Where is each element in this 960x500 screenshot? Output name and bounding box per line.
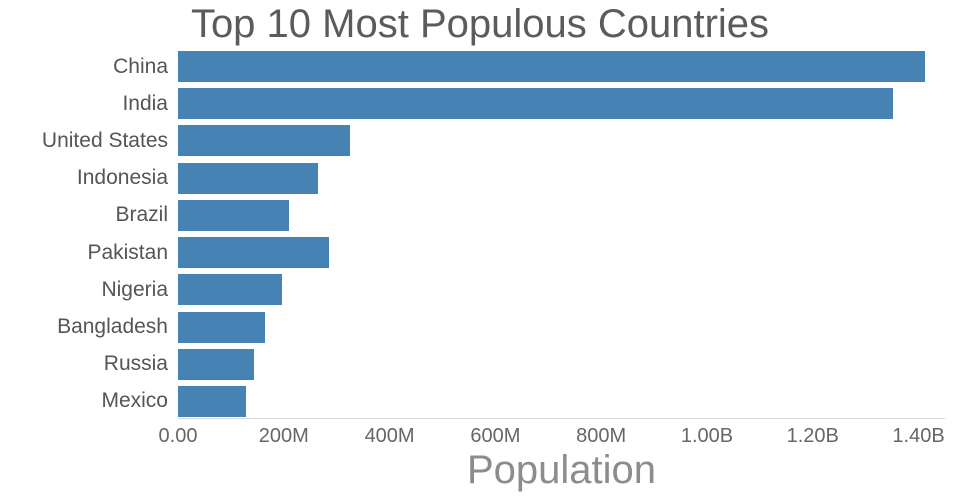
bar-row: Russia bbox=[0, 348, 945, 381]
bar-row: India bbox=[0, 87, 945, 120]
bar-track bbox=[178, 88, 945, 120]
x-tick-label: 800M bbox=[576, 425, 627, 447]
x-tick-label: 200M bbox=[258, 425, 309, 447]
category-label: Pakistan bbox=[87, 240, 168, 264]
bar bbox=[178, 311, 266, 343]
bar bbox=[178, 385, 246, 417]
x-tick-label: 400M bbox=[364, 425, 415, 447]
bar-row: Brazil bbox=[0, 199, 945, 232]
x-axis-title: Population bbox=[466, 448, 657, 492]
bar-track bbox=[178, 237, 945, 269]
category-label: China bbox=[113, 54, 168, 78]
category-label: Brazil bbox=[115, 203, 168, 227]
bar-track bbox=[178, 199, 945, 231]
bar-row: Mexico bbox=[0, 385, 945, 418]
category-label: Mexico bbox=[101, 389, 168, 413]
bar-rows-container: China India United States Indonesia Brazil Pa… bbox=[0, 50, 945, 418]
chart-title: Top 10 Most Populous Countries bbox=[190, 2, 770, 46]
bar-row: Bangladesh bbox=[0, 311, 945, 344]
x-tick-label: 600M bbox=[470, 425, 521, 447]
bar bbox=[178, 237, 329, 269]
x-tick-label: 1.00B bbox=[680, 425, 734, 447]
category-label: Russia bbox=[103, 352, 168, 376]
bar-track bbox=[178, 274, 945, 306]
bar bbox=[178, 51, 925, 82]
bar-row: Pakistan bbox=[0, 236, 945, 269]
category-label: Bangladesh bbox=[57, 315, 168, 339]
x-tick-label: 1.20B bbox=[786, 425, 839, 447]
x-tick-label: 1.40B bbox=[892, 425, 945, 447]
x-tick-label: 0.00 bbox=[158, 425, 198, 447]
category-label: Indonesia bbox=[76, 166, 168, 190]
category-label: Nigeria bbox=[101, 277, 168, 301]
bar bbox=[178, 162, 318, 194]
bar bbox=[178, 274, 282, 306]
bar-track bbox=[178, 311, 945, 343]
bar-track bbox=[178, 385, 945, 417]
bar-row: Indonesia bbox=[0, 162, 945, 195]
bar-track bbox=[178, 125, 945, 157]
bar-track bbox=[178, 51, 945, 82]
bar bbox=[178, 125, 350, 157]
bar-row: China bbox=[0, 50, 945, 83]
category-label: United States bbox=[41, 128, 168, 152]
bar bbox=[178, 88, 894, 120]
bar-track bbox=[178, 348, 945, 380]
bar-track bbox=[178, 162, 945, 194]
bar bbox=[178, 199, 289, 231]
bar-row: United States bbox=[0, 124, 945, 157]
category-label: India bbox=[122, 91, 168, 115]
bar-row: Nigeria bbox=[0, 273, 945, 306]
x-axis: 0.00 200M 400M 600M 800M 1.00B 1.20B 1.40B bbox=[159, 418, 945, 453]
bar bbox=[178, 348, 254, 380]
